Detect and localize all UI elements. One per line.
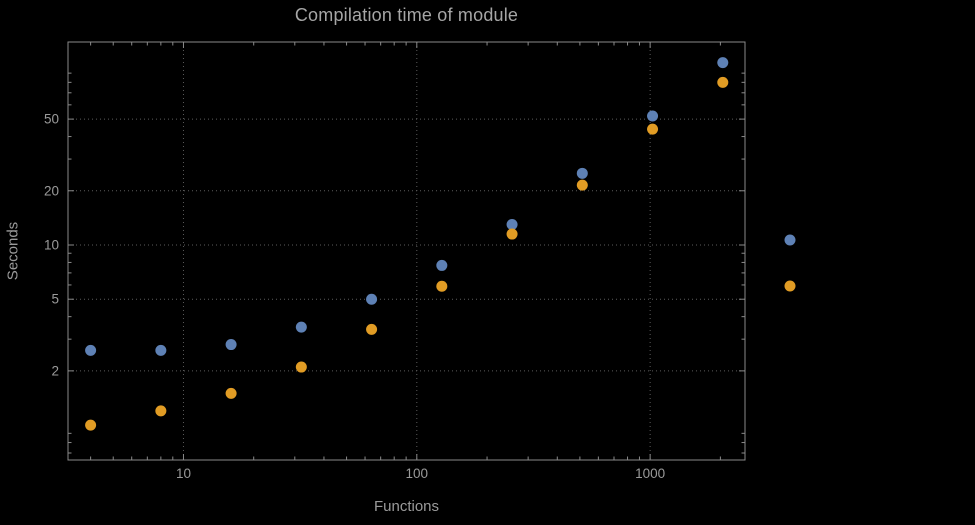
x-axis-label: Functions (373, 498, 440, 515)
data-point-orange (576, 179, 588, 191)
data-point-blue (85, 344, 97, 356)
data-point-blue (155, 344, 167, 356)
legend-blue-marker (784, 234, 796, 246)
data-point-orange (85, 419, 97, 431)
y-axis-label: Seconds (4, 221, 22, 281)
data-point-orange (295, 361, 307, 373)
plot-frame (67, 41, 746, 461)
y-tick-label: 5 (51, 292, 59, 307)
data-point-blue (366, 293, 378, 305)
x-tick-label: 100 (406, 466, 429, 481)
data-point-orange (717, 76, 729, 88)
data-point-orange (225, 387, 237, 399)
legend-orange-marker (784, 280, 796, 292)
data-point-blue (225, 339, 237, 351)
chart-title: Compilation time of module (294, 5, 519, 25)
data-point-orange (155, 405, 167, 417)
data-point-orange (366, 323, 378, 335)
x-tick-label: 1000 (635, 466, 665, 481)
x-tick-label: 10 (176, 466, 191, 481)
data-point-blue (576, 167, 588, 179)
y-tick-label: 50 (44, 112, 59, 127)
data-point-orange (647, 123, 659, 135)
data-point-blue (295, 321, 307, 333)
data-point-orange (506, 228, 518, 240)
data-point-blue (647, 110, 659, 122)
data-point-blue (436, 259, 448, 271)
data-point-blue (506, 218, 518, 230)
y-tick-label: 20 (44, 183, 59, 198)
y-tick-label: 10 (44, 237, 59, 252)
data-point-blue (717, 57, 729, 69)
data-point-orange (436, 280, 448, 292)
y-tick-label: 2 (51, 363, 59, 378)
